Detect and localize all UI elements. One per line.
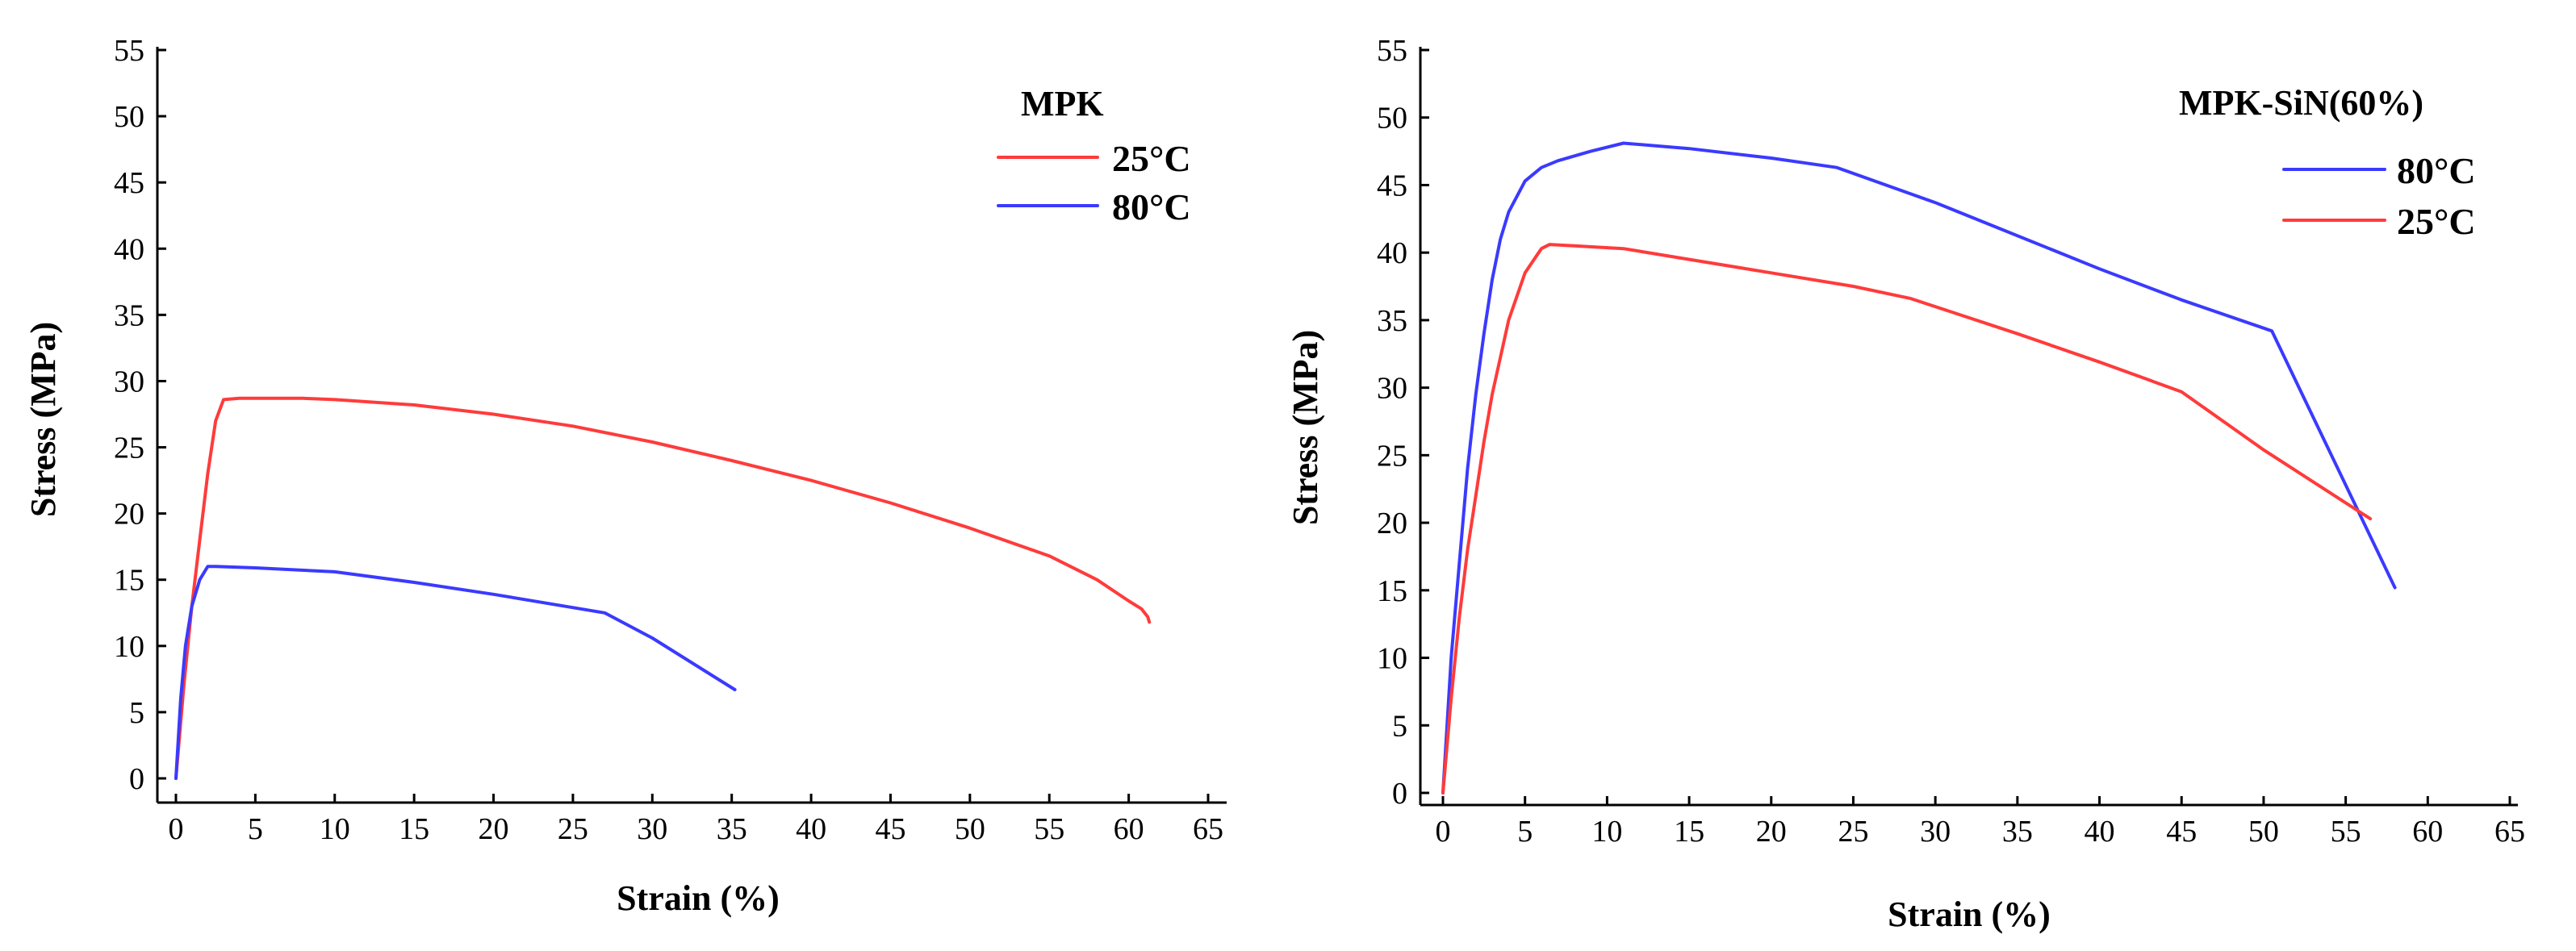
legend: 25°C 80°C xyxy=(997,138,1191,227)
y-tick-label: 20 xyxy=(114,498,144,532)
x-tick-label: 10 xyxy=(1591,815,1622,849)
y-tick-label: 5 xyxy=(1392,709,1407,743)
x-tick-label: 30 xyxy=(637,812,667,846)
x-tick-label: 35 xyxy=(2002,815,2033,849)
y-tick-label: 35 xyxy=(114,298,144,332)
legend-label-80c: 80°C xyxy=(2397,150,2476,191)
y-tick-label: 15 xyxy=(114,564,144,598)
series-layer xyxy=(174,396,1152,780)
y-tick-label: 45 xyxy=(114,166,144,200)
tick-group: 0 5 10 15 20 25 30 35 40 45 50 55 0 5 10 15 20 25 30 35 40 45… xyxy=(1377,34,2525,849)
x-tick-label: 15 xyxy=(1674,815,1704,849)
y-tick-label: 40 xyxy=(114,232,144,266)
x-tick-label: 15 xyxy=(399,812,429,846)
x-tick-label: 65 xyxy=(2494,815,2525,849)
series-line-80c xyxy=(1441,141,2397,795)
y-tick-label: 55 xyxy=(1377,34,1407,68)
legend-label-25c: 25°C xyxy=(1112,138,1191,179)
x-tick-label: 25 xyxy=(558,812,588,846)
x-tick-label: 55 xyxy=(1034,812,1064,846)
y-tick-label: 5 xyxy=(129,696,144,730)
y-axis-title: Stress (MPa) xyxy=(23,322,63,517)
legend-label-25c: 25°C xyxy=(2397,201,2476,242)
y-tick-label: 25 xyxy=(1377,439,1407,473)
x-tick-label: 5 xyxy=(248,812,263,846)
y-tick-label: 55 xyxy=(114,34,144,68)
y-tick-label: 0 xyxy=(1392,777,1407,811)
y-tick-label: 45 xyxy=(1377,169,1407,202)
x-tick-label: 40 xyxy=(2085,815,2115,849)
legend-title: MPK xyxy=(1021,84,1104,123)
x-tick-label: 40 xyxy=(796,812,826,846)
y-axis-title: Stress (MPa) xyxy=(1286,330,1325,525)
x-tick-label: 25 xyxy=(1838,815,1868,849)
y-tick-label: 0 xyxy=(129,762,144,796)
x-tick-label: 20 xyxy=(1756,815,1787,849)
y-tick-label: 50 xyxy=(1377,102,1407,136)
y-tick-label: 30 xyxy=(114,365,144,398)
y-tick-label: 20 xyxy=(1377,507,1407,540)
y-tick-label: 15 xyxy=(1377,574,1407,608)
x-tick-label: 60 xyxy=(2412,815,2443,849)
series-line-25c xyxy=(1441,243,2373,795)
y-tick-label: 40 xyxy=(1377,236,1407,270)
x-tick-label: 50 xyxy=(955,812,985,846)
x-tick-label: 55 xyxy=(2331,815,2361,849)
series-line-80c xyxy=(174,565,737,780)
series-line-25c xyxy=(174,396,1152,780)
x-tick-label: 60 xyxy=(1114,812,1144,846)
x-tick-label: 10 xyxy=(320,812,350,846)
x-tick-label: 0 xyxy=(1436,815,1451,849)
x-tick-label: 20 xyxy=(479,812,509,846)
y-tick-label: 25 xyxy=(114,432,144,465)
chart-mpk: 0 5 10 15 20 25 30 35 40 45 50 55 0 5 10 15 20 25 30 35 40 45… xyxy=(23,34,1227,918)
legend: 80°C 25°C xyxy=(2282,150,2476,242)
x-tick-label: 50 xyxy=(2248,815,2279,849)
series-layer xyxy=(1441,141,2397,795)
legend-title: MPK-SiN(60%) xyxy=(2179,83,2423,123)
legend-label-80c: 80°C xyxy=(1112,186,1191,227)
y-tick-label: 10 xyxy=(114,630,144,664)
x-tick-label: 35 xyxy=(717,812,747,846)
tick-group: 0 5 10 15 20 25 30 35 40 45 50 55 0 5 10 15 20 25 30 35 40 45… xyxy=(114,34,1223,846)
x-axis-title: Strain (%) xyxy=(1888,895,2051,934)
x-tick-label: 30 xyxy=(1920,815,1951,849)
y-tick-label: 35 xyxy=(1377,304,1407,338)
x-axis-title: Strain (%) xyxy=(617,878,780,918)
x-tick-label: 45 xyxy=(875,812,905,846)
x-tick-label: 0 xyxy=(169,812,184,846)
x-tick-label: 5 xyxy=(1517,815,1533,849)
x-tick-label: 45 xyxy=(2166,815,2197,849)
y-tick-label: 10 xyxy=(1377,642,1407,676)
x-tick-label: 65 xyxy=(1193,812,1223,846)
y-tick-label: 30 xyxy=(1377,372,1407,406)
y-tick-label: 50 xyxy=(114,100,144,134)
chart-mpk-sin60: 0 5 10 15 20 25 30 35 40 45 50 55 0 5 10 15 20 25 30 35 40 45… xyxy=(1286,34,2525,934)
